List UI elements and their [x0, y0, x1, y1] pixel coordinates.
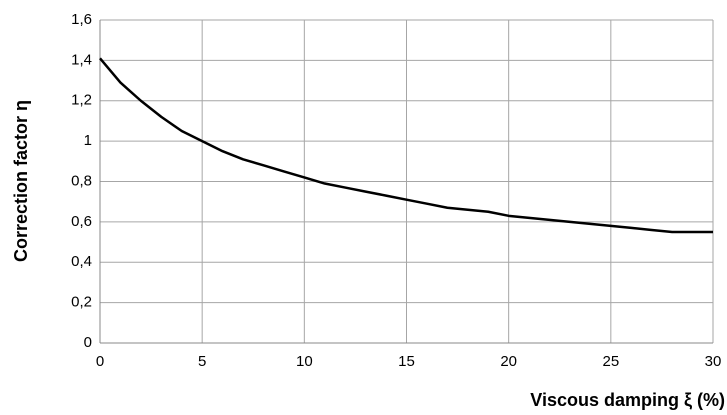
y-tick-label: 1	[84, 132, 92, 149]
y-tick-label: 1,4	[71, 51, 92, 68]
x-tick-label: 0	[96, 353, 104, 370]
x-tick-label: 5	[198, 353, 206, 370]
y-tick-label: 0	[84, 334, 92, 351]
y-tick-label: 0,6	[71, 213, 92, 230]
y-tick-label: 1,2	[71, 92, 92, 109]
x-axis-title: Viscous damping ξ (%)	[530, 390, 725, 411]
y-tick-label: 1,6	[71, 11, 92, 28]
y-axis-title: Correction factor η	[11, 100, 31, 262]
y-tick-label: 0,4	[71, 253, 92, 270]
x-tick-label: 20	[500, 353, 517, 370]
x-tick-label: 10	[296, 353, 313, 370]
line-series	[99, 57, 713, 234]
y-tick-label: 0,2	[71, 294, 92, 311]
x-tick-label: 25	[602, 353, 619, 370]
y-tick-label: 0,8	[71, 172, 92, 189]
x-tick-label: 30	[705, 353, 722, 370]
x-tick-label: 15	[398, 353, 415, 370]
